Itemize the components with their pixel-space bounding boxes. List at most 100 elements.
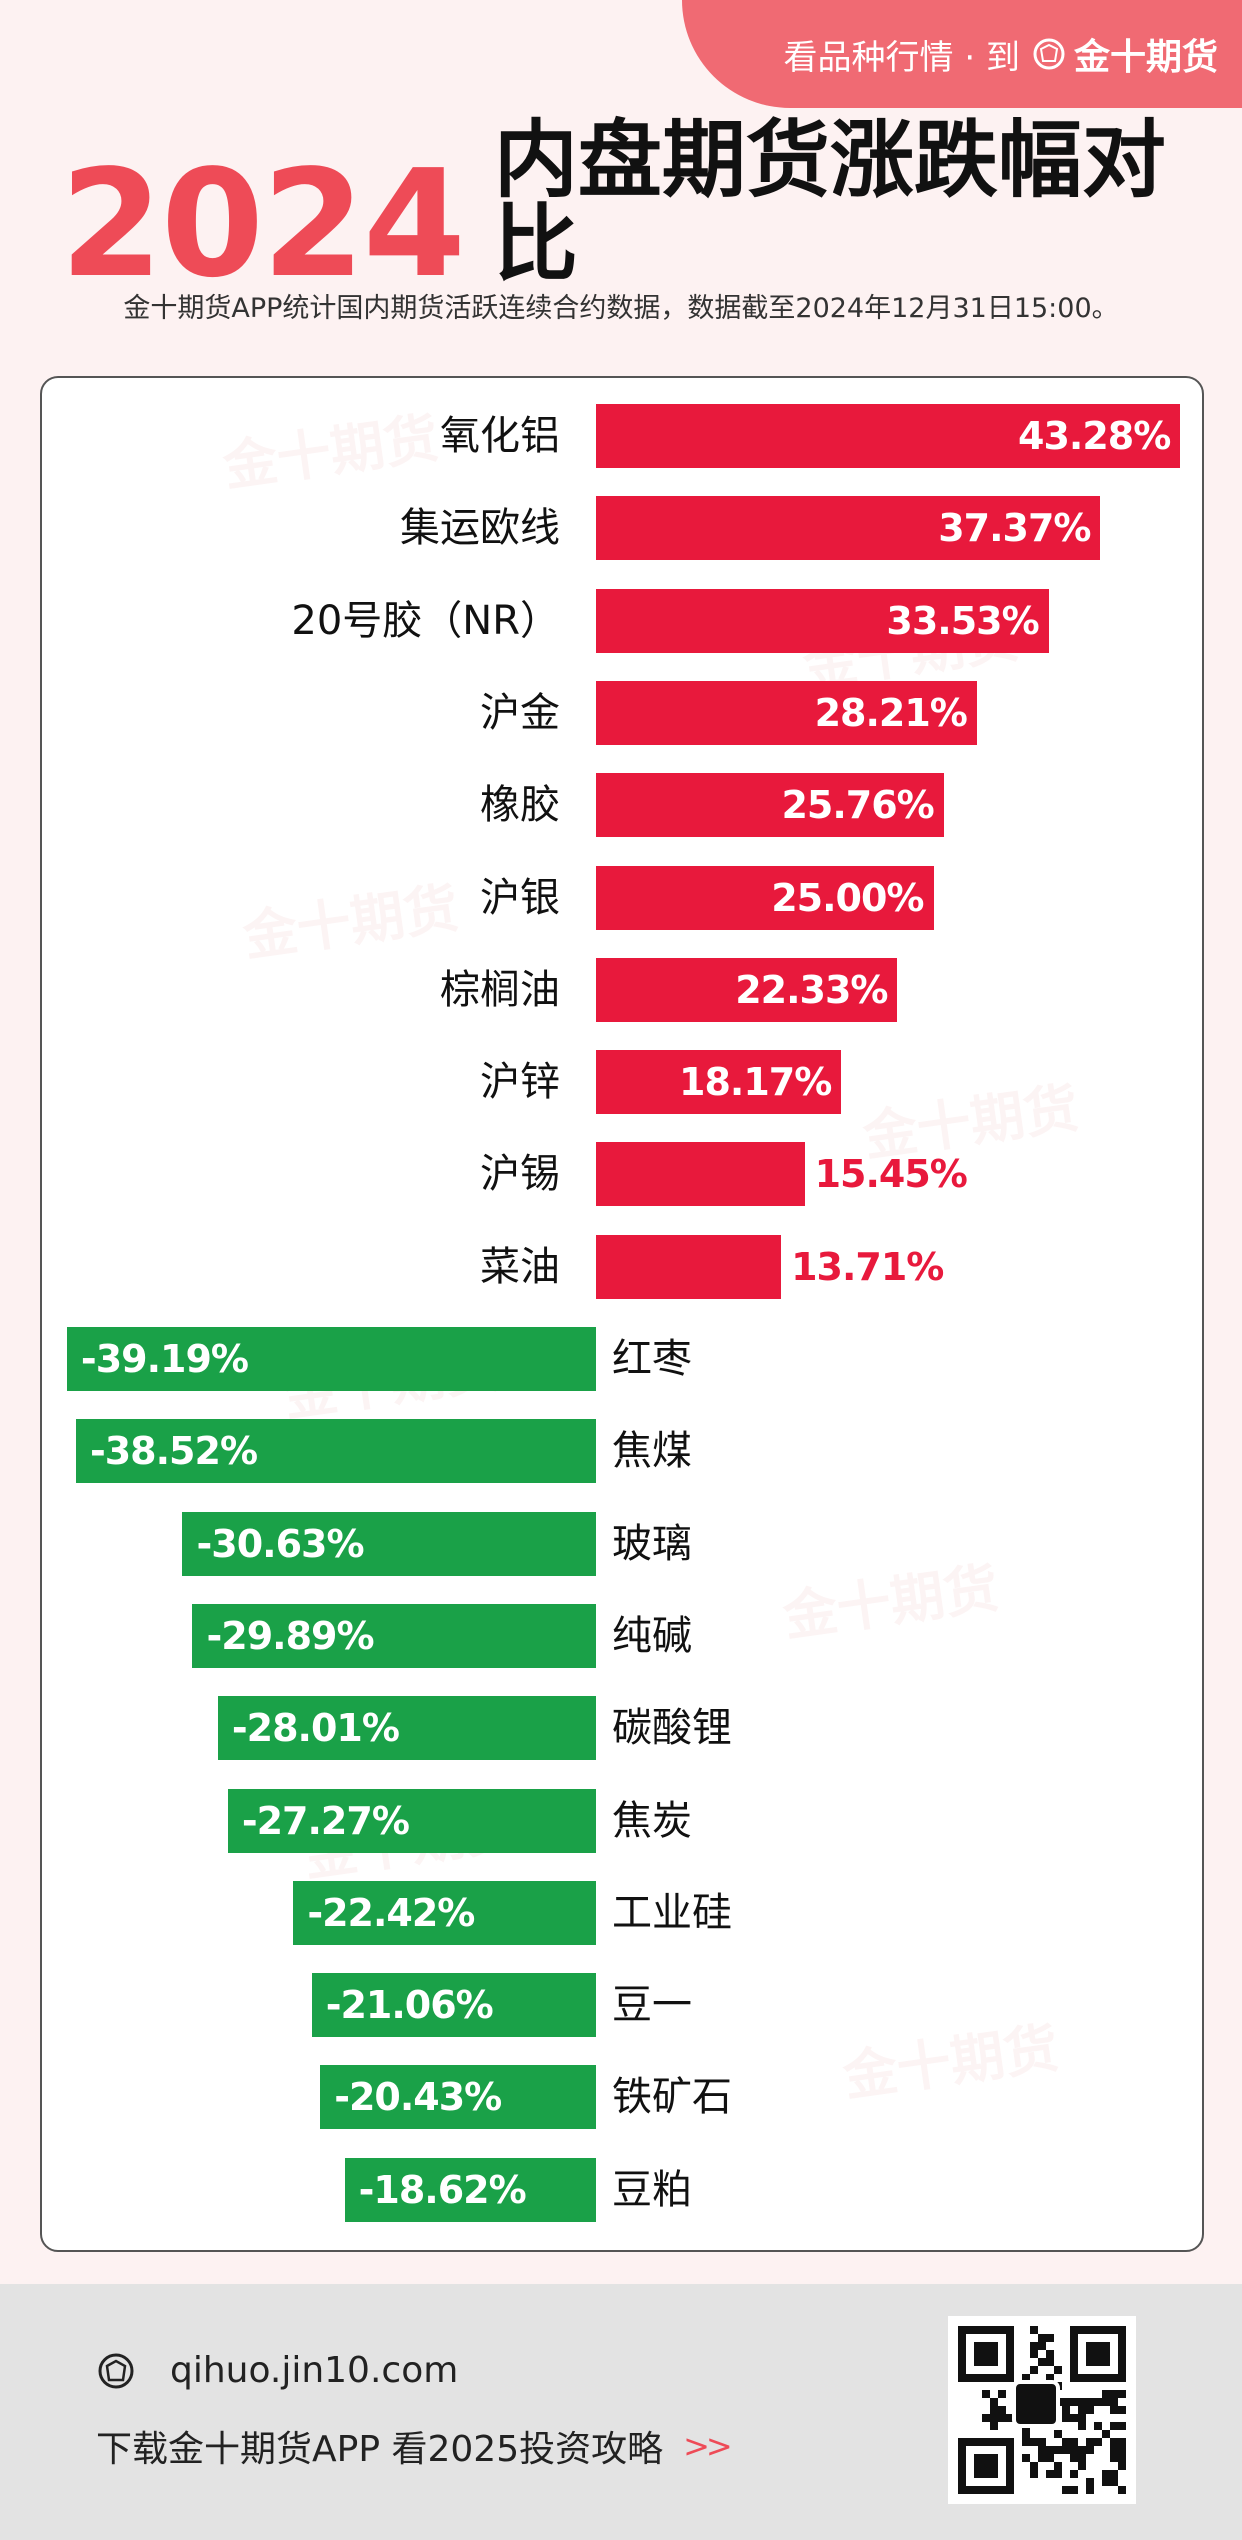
category-label: 豆一 — [612, 1982, 692, 2029]
bar — [311, 1973, 596, 2038]
data-label: -27.27% — [241, 1798, 410, 1843]
qr-module — [998, 2414, 1006, 2422]
qr-module — [1110, 2406, 1118, 2414]
category-label: 纯碱 — [612, 1612, 692, 1659]
qr-module — [1086, 2406, 1094, 2414]
qr-module — [1110, 2438, 1118, 2446]
qr-module — [1038, 2358, 1046, 2366]
category-label: 沪金 — [480, 689, 560, 736]
qr-finder — [974, 2454, 998, 2478]
qr-module — [1022, 2430, 1030, 2438]
category-label: 集运欧线 — [400, 505, 560, 552]
data-label: 37.37% — [938, 506, 1091, 551]
qr-code-icon — [958, 2326, 1126, 2494]
qr-module — [1030, 2366, 1038, 2374]
top-badge[interactable]: 看品种行情 · 到 金十期货 — [682, 0, 1242, 108]
category-label: 豆粕 — [612, 2166, 692, 2213]
qr-module — [1046, 2470, 1054, 2478]
data-label: 15.45% — [814, 1152, 968, 1197]
qr-module — [1070, 2470, 1078, 2478]
qr-module — [1046, 2446, 1054, 2454]
jin10-logo-icon — [1033, 38, 1065, 70]
qr-module — [1038, 2438, 1046, 2446]
qr-module — [1118, 2406, 1126, 2414]
qr-module — [1110, 2390, 1118, 2398]
title-year: 2024 — [60, 138, 466, 310]
qr-module — [1110, 2454, 1118, 2462]
bar — [596, 1142, 805, 1207]
qr-module — [1102, 2430, 1110, 2438]
data-label: -30.63% — [196, 1521, 364, 1566]
category-label: 红枣 — [612, 1336, 692, 1382]
bar-chart: 43.28% 氧化铝 37.37% 集运欧线 33.53% 20号胶（NR） 28.21% 沪… — [42, 378, 1202, 2250]
slogan-text: 看品种行情 · 到 — [783, 37, 1020, 78]
qr-module — [1070, 2454, 1078, 2462]
bar — [596, 496, 1101, 561]
qr-module — [1110, 2478, 1118, 2486]
data-label: 33.53% — [886, 598, 1039, 643]
category-label: 沪银 — [480, 874, 560, 921]
qr-module — [1062, 2438, 1070, 2446]
qr-module — [1062, 2406, 1070, 2414]
category-label: 碳酸锂 — [612, 1705, 732, 1752]
bar — [596, 773, 944, 838]
qr-module — [1094, 2438, 1102, 2446]
data-label: -20.43% — [334, 2075, 502, 2120]
footer-cta[interactable]: 下载金十期货APP 看2025投资攻略 >> — [96, 2420, 733, 2472]
qr-module — [1062, 2446, 1070, 2454]
qr-module — [1070, 2414, 1078, 2422]
qr-module — [1046, 2374, 1054, 2382]
data-label: -38.52% — [89, 1429, 258, 1474]
qr-module — [1102, 2398, 1110, 2406]
category-label: 铁矿石 — [612, 2074, 732, 2121]
qr-module — [1038, 2446, 1046, 2454]
category-label: 玻璃 — [612, 1520, 692, 1567]
qr-module — [1030, 2438, 1038, 2446]
qr-module — [1118, 2462, 1126, 2470]
category-label: 棕榈油 — [440, 966, 560, 1013]
qr-module — [1022, 2454, 1030, 2462]
qr-finder — [974, 2342, 998, 2366]
subtitle: 金十期货APP统计国内期货活跃连续合约数据，数据截至2024年12月31日15:… — [123, 293, 1119, 324]
data-label: 18.17% — [679, 1060, 832, 1105]
bar — [182, 1511, 596, 1576]
qr-module — [1054, 2430, 1062, 2438]
qr-module — [1086, 2486, 1094, 2494]
chart-card: 金十期货 金十期货 金十期货 金十期货 金十期货 金十期货 金十期货 金十期货 … — [40, 376, 1204, 2252]
bar — [217, 1696, 596, 1761]
bar — [596, 680, 977, 745]
bar — [192, 1603, 596, 1668]
qr-module — [1110, 2470, 1118, 2478]
data-label: 43.28% — [1018, 414, 1171, 458]
qr-module — [1078, 2462, 1086, 2470]
qr-module — [1054, 2446, 1062, 2454]
category-label: 焦煤 — [612, 1428, 692, 1475]
qr-module — [1086, 2438, 1094, 2446]
data-label: -21.06% — [325, 1983, 494, 2028]
qr-module — [1030, 2350, 1038, 2358]
qr-module — [982, 2414, 990, 2422]
qr-module — [1110, 2398, 1118, 2406]
qr-module — [1030, 2326, 1038, 2334]
qr-module — [1094, 2422, 1102, 2430]
qr-module — [998, 2406, 1006, 2414]
qr-module — [1078, 2398, 1086, 2406]
qr-module — [1038, 2454, 1046, 2462]
qr-module — [1054, 2462, 1062, 2470]
data-label: 22.33% — [735, 967, 888, 1012]
qr-finder — [1086, 2342, 1110, 2366]
qr-module — [1110, 2446, 1118, 2454]
qr-module — [1030, 2342, 1038, 2350]
brand-logo: 金十期货 — [1032, 28, 1218, 80]
bar — [596, 1234, 782, 1299]
qr-code[interactable] — [948, 2316, 1136, 2504]
qr-module — [1070, 2486, 1078, 2494]
footer-url-row[interactable]: qihuo.jin10.com — [96, 2350, 458, 2391]
bar — [320, 2065, 596, 2130]
footer-url[interactable]: qihuo.jin10.com — [170, 2350, 459, 2391]
bar — [227, 1788, 596, 1853]
bar — [66, 1327, 596, 1391]
qr-module — [1110, 2422, 1118, 2430]
qr-module — [1054, 2470, 1062, 2478]
qr-module — [1078, 2406, 1086, 2414]
